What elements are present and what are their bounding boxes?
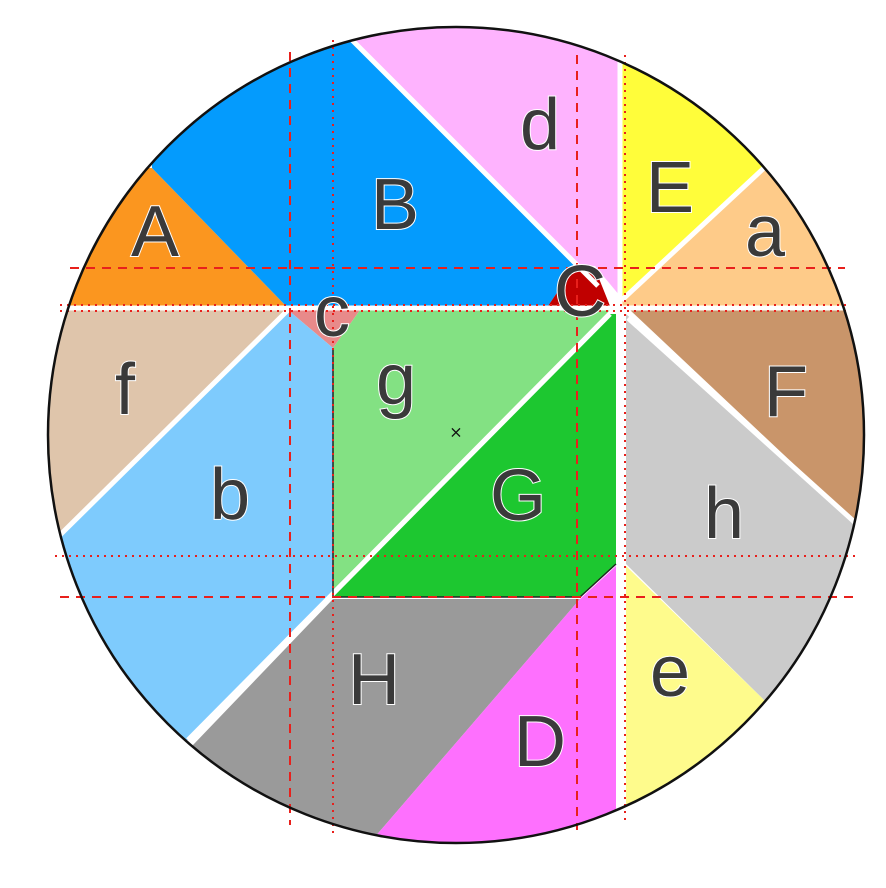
label-A: A — [131, 192, 179, 272]
piece-G — [333, 314, 616, 597]
label-g: g — [376, 340, 416, 420]
outer-circle — [46, 25, 866, 845]
label-c: c — [314, 272, 350, 352]
piece-d — [350, 27, 620, 296]
cut-lines — [48, 27, 864, 843]
label-D: D — [514, 702, 566, 782]
label-b: b — [210, 455, 250, 535]
label-F: F — [764, 352, 808, 432]
piece-c — [288, 310, 360, 348]
label-f: f — [115, 350, 136, 430]
label-H: H — [348, 640, 400, 720]
label-d: d — [520, 85, 560, 165]
piece-labels: A B C D E F G H a b c d e f g h — [114, 84, 809, 783]
label-e: e — [650, 632, 690, 712]
piece-h — [626, 314, 864, 700]
piece-f — [48, 310, 288, 535]
label-B: B — [371, 165, 419, 245]
label-C: C — [554, 252, 606, 332]
piece-D — [355, 566, 616, 843]
piece-C — [548, 266, 610, 306]
center-marker: × — [449, 423, 462, 442]
guide-lines — [55, 40, 860, 835]
piece-B — [150, 40, 575, 306]
piece-b — [48, 310, 333, 740]
label-G: G — [490, 456, 546, 536]
piece-g — [333, 310, 610, 590]
label-E: E — [646, 148, 694, 228]
label-a: a — [745, 192, 786, 272]
label-h: h — [704, 474, 744, 554]
